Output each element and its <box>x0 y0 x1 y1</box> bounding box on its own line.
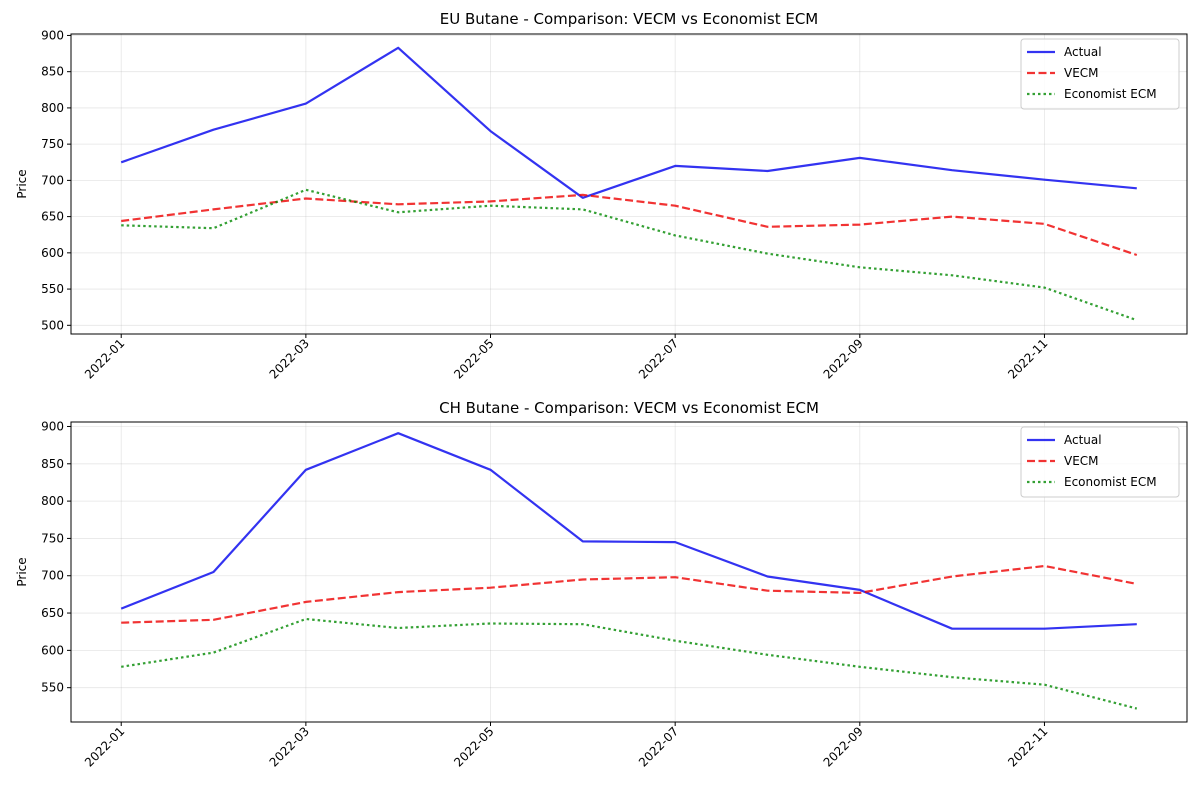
legend-label: Actual <box>1064 45 1102 59</box>
series-group <box>120 46 1138 322</box>
y-tick-label: 900 <box>41 419 64 433</box>
chart-title: EU Butane - Comparison: VECM vs Economis… <box>440 10 819 28</box>
series-line-economist-ecm <box>121 188 1138 322</box>
legend-label: VECM <box>1064 454 1099 468</box>
y-tick-label: 900 <box>41 28 64 42</box>
y-tick-label: 750 <box>41 531 64 545</box>
series-line-actual <box>120 46 1137 199</box>
legend-label: Economist ECM <box>1064 475 1157 489</box>
series-line-vecm <box>121 564 1138 624</box>
y-tick-label: 850 <box>41 457 64 471</box>
series-line-economist-ecm <box>121 617 1138 710</box>
legend: Actual VECM Economist ECM <box>1020 38 1180 110</box>
y-tick-label: 500 <box>41 318 64 332</box>
x-tick-label: 2022-01 <box>82 336 127 381</box>
legend: Actual VECM Economist ECM <box>1020 426 1180 498</box>
x-tick-label: 2022-11 <box>1005 336 1050 381</box>
legend-label: Actual <box>1064 433 1102 447</box>
legend-label: VECM <box>1064 66 1099 80</box>
y-axis-label: Price <box>15 169 29 198</box>
x-tick-label: 2022-05 <box>451 724 496 769</box>
y-tick-label: 850 <box>41 65 64 79</box>
chart-title: CH Butane - Comparison: VECM vs Economis… <box>439 399 819 417</box>
y-tick-label: 650 <box>41 606 64 620</box>
legend-box <box>1020 38 1180 110</box>
y-tick-label: 700 <box>41 569 64 583</box>
x-tick-label: 2022-07 <box>636 724 681 769</box>
y-axis-label: Price <box>15 557 29 586</box>
y-tick-label: 550 <box>41 681 64 695</box>
y-tick-label: 800 <box>41 101 64 115</box>
legend-box <box>1020 426 1180 498</box>
y-tick-label: 750 <box>41 137 64 151</box>
chart-panel-1: 500 550 600 650 700 750 800 850 900 2022-01 2022-0… <box>15 10 1188 382</box>
x-tick-label: 2022-03 <box>267 336 312 381</box>
series-line-vecm <box>121 193 1138 257</box>
x-tick-label: 2022-05 <box>451 336 496 381</box>
x-tick-label: 2022-03 <box>267 724 312 769</box>
series-line-actual <box>120 432 1137 630</box>
legend-label: Economist ECM <box>1064 87 1157 101</box>
x-tick-label: 2022-09 <box>821 336 866 381</box>
x-tick-label: 2022-09 <box>821 724 866 769</box>
y-tick-label: 600 <box>41 643 64 657</box>
axes-frame <box>70 421 1188 723</box>
series-group <box>120 432 1138 710</box>
y-tick-label: 800 <box>41 494 64 508</box>
y-tick-label: 700 <box>41 173 64 187</box>
y-tick-label: 600 <box>41 246 64 260</box>
x-tick-label: 2022-07 <box>636 336 681 381</box>
axes-frame <box>70 33 1188 335</box>
chart-panel-2: 550 600 650 700 750 800 850 900 2022-01 2022-03 20… <box>15 399 1188 770</box>
x-tick-label: 2022-01 <box>82 724 127 769</box>
y-tick-label: 650 <box>41 210 64 224</box>
y-tick-label: 550 <box>41 282 64 296</box>
x-tick-label: 2022-11 <box>1005 724 1050 769</box>
